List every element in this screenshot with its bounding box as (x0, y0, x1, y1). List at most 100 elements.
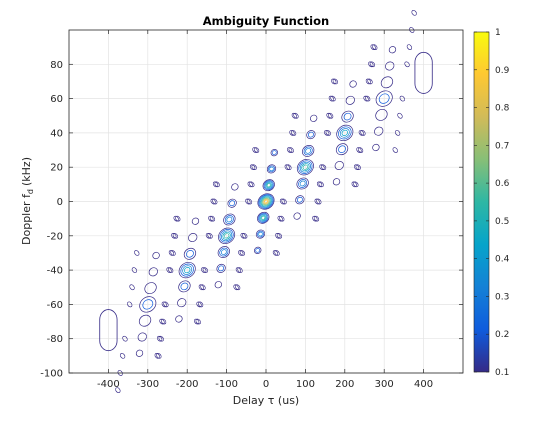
contour-lobe (266, 164, 277, 174)
contour-lobe (200, 284, 206, 291)
contour-lobe (242, 232, 248, 239)
x-tick-label: 400 (414, 379, 433, 390)
contour-lobe (275, 232, 281, 239)
contour-lobe (263, 180, 274, 191)
contour-lobe (301, 163, 310, 172)
contour-lobe (258, 194, 274, 209)
colorbar-tick-label: 0.1 (495, 368, 509, 378)
contour-lobe (368, 61, 374, 68)
contour-lobe (163, 301, 169, 308)
contour-lobe (172, 232, 179, 239)
contour-lobe (351, 181, 357, 188)
contour-lobe (117, 370, 123, 376)
contour-lobe (186, 250, 194, 258)
contour-lobe (324, 130, 330, 136)
contour-lobe (286, 147, 293, 153)
contour-lobe (180, 282, 189, 291)
contour-lobe (255, 248, 261, 253)
contour-lobe (262, 179, 275, 192)
contour-lobe (195, 318, 201, 325)
contour-lobe (269, 166, 274, 172)
contour-lobe (218, 227, 236, 244)
contour-lobe (202, 267, 208, 273)
contour-lobe (160, 318, 167, 325)
contour-lobe (134, 250, 140, 256)
colorbar (473, 31, 490, 373)
colorbar-tick-label: 0.2 (495, 330, 509, 340)
contour-lobe (258, 212, 269, 223)
contour-lobe (296, 159, 314, 176)
contour-lobe (271, 150, 277, 155)
contour-lobe (216, 263, 226, 273)
x-tick-label: -200 (176, 379, 199, 390)
contour-lobe (316, 181, 323, 188)
colorbar-tick-label: 0.9 (495, 66, 510, 76)
contour-lobe (231, 183, 239, 191)
colorbar-tick-label: 0.3 (495, 292, 509, 302)
contour-lobe (131, 267, 138, 273)
contour-lobe (293, 212, 301, 220)
contour-lobe (302, 144, 315, 157)
contour-lobe (119, 353, 126, 359)
contour-lobe (306, 130, 316, 140)
chart-title: Ambiguity Function (203, 14, 329, 28)
contour-lobe (262, 197, 270, 206)
contour-lobe (358, 130, 364, 136)
contour-lobe (372, 143, 380, 152)
x-tick-label: -400 (97, 379, 120, 390)
x-tick-label: 300 (375, 379, 394, 390)
contour-lobe (212, 198, 218, 205)
contour-lobe (214, 281, 222, 289)
y-tick-label: -100 (40, 369, 63, 380)
contour-lobe (214, 181, 220, 188)
colorbar-tick-label: 0.4 (495, 255, 510, 265)
contour-lobe (264, 181, 273, 190)
contour-lobe (411, 10, 417, 16)
y-axis-label: Doppler fd (kHz) (20, 157, 35, 245)
contour-lobe (168, 267, 174, 273)
contour-lobe (336, 124, 354, 142)
contour-lobe (335, 143, 349, 156)
y-tick-label: -20 (47, 231, 63, 242)
contour-lobe (219, 247, 229, 257)
contour-lobe (303, 146, 313, 156)
y-axis-label-unit: (kHz) (20, 157, 33, 186)
y-tick-label: 80 (50, 60, 63, 71)
contour-lobe (259, 195, 273, 208)
colorbar-tick-label: 0.8 (495, 104, 510, 114)
contour-lobe (209, 215, 216, 222)
contour-lobe (142, 299, 154, 310)
contour-lobe (310, 114, 318, 122)
colorbar-tick-label: 0.6 (495, 179, 510, 189)
contour-lobe (175, 315, 183, 323)
contour-lobe (314, 198, 320, 205)
contour-lobe (156, 353, 162, 359)
contour-lobe (392, 147, 398, 153)
contour-lobe (227, 198, 237, 208)
contour-lobe (138, 314, 152, 327)
contour-lobe (261, 196, 271, 207)
contour-lobe (144, 282, 157, 295)
contour-lobe (260, 214, 267, 221)
y-tick-label: 0 (57, 197, 63, 208)
contour-lobe (299, 161, 311, 173)
contour-lobe (341, 110, 354, 123)
y-ticks: -100 -80 -60 -40 -20 0 20 40 60 80 (40, 60, 463, 380)
contour-lobe (137, 332, 147, 342)
contour-lobe (264, 199, 268, 204)
contour-lobe (182, 265, 193, 275)
contour-lobe (399, 95, 405, 102)
contour-lobe (296, 196, 303, 203)
contour-lobe (298, 179, 308, 188)
edge-contour (414, 51, 433, 94)
contour-lobe (223, 213, 236, 226)
contour-lobe (328, 95, 335, 102)
contour-lobe (253, 147, 260, 153)
contour-lobe (298, 160, 313, 174)
contour-lobe (260, 196, 272, 207)
contour-lobe (265, 182, 272, 189)
contour-lobe (175, 215, 181, 222)
contour-lobe (326, 112, 332, 119)
